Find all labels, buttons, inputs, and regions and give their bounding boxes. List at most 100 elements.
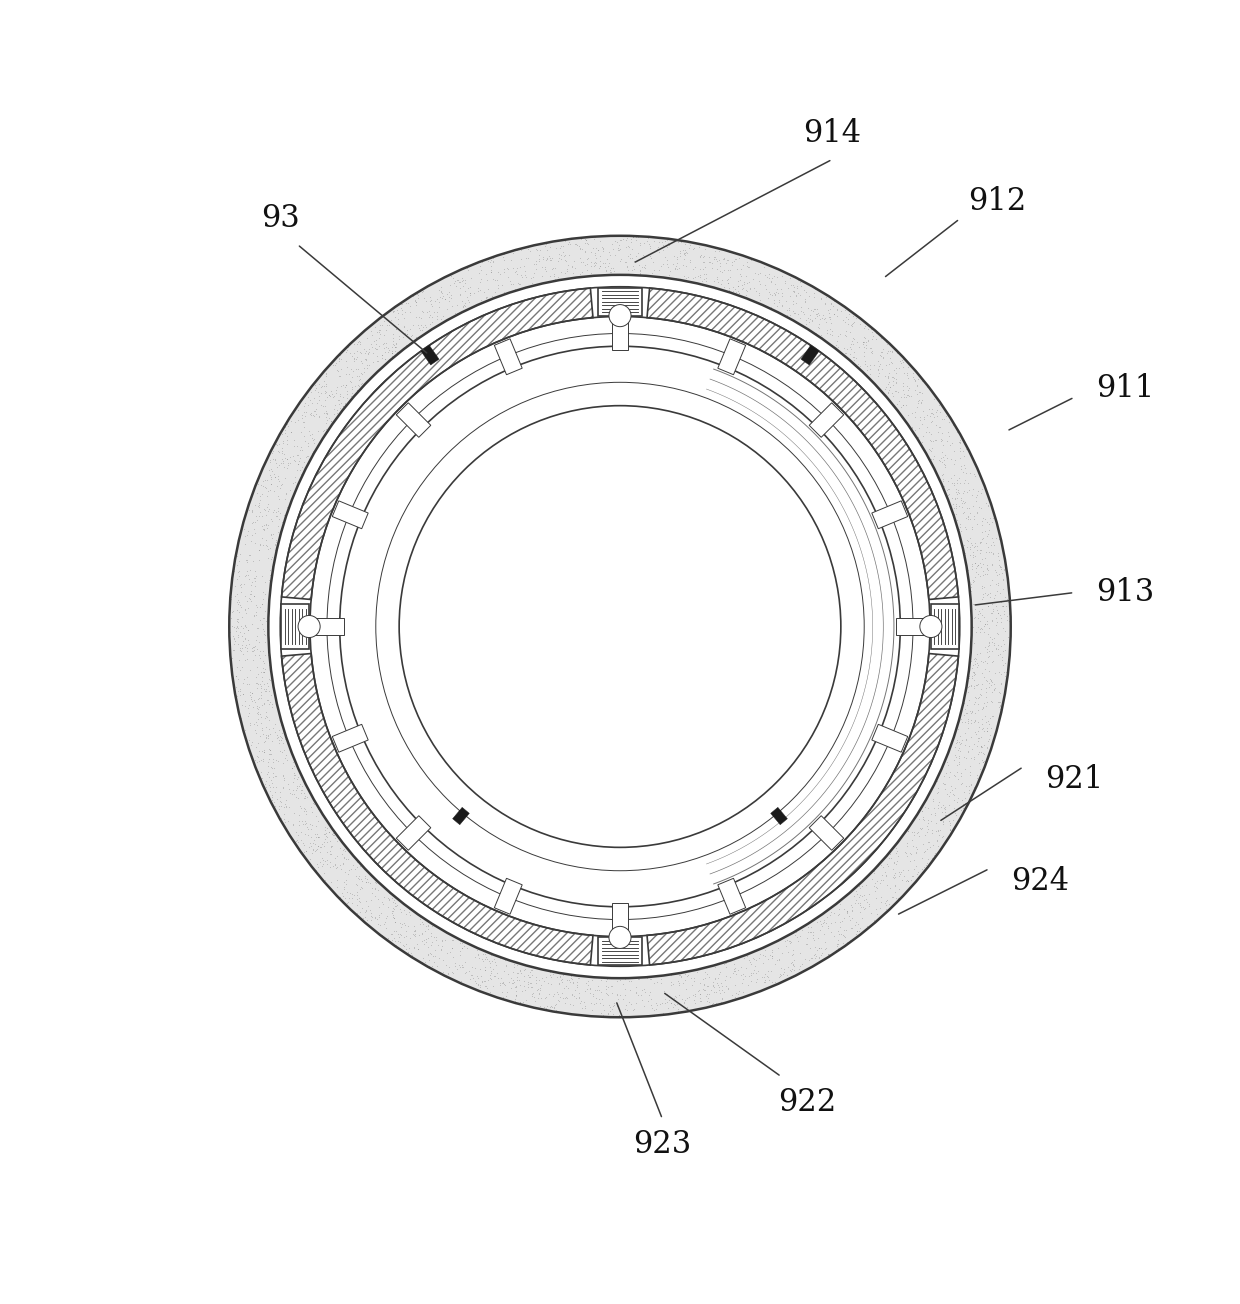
Point (242, 638, 262, 659)
Point (455, 952, 475, 973)
Point (901, 419, 921, 439)
Point (228, 634, 248, 655)
Point (988, 704, 1008, 725)
Point (970, 752, 990, 773)
Point (241, 588, 260, 609)
Point (801, 922, 821, 943)
Point (429, 279, 449, 300)
Point (575, 254, 595, 275)
Point (950, 432, 970, 452)
Point (247, 677, 267, 698)
Point (268, 726, 288, 747)
Point (763, 945, 782, 966)
Point (957, 695, 977, 716)
Point (480, 982, 500, 1003)
Point (697, 975, 717, 996)
Point (269, 441, 289, 462)
Point (422, 932, 441, 953)
Point (371, 314, 391, 335)
Point (972, 662, 992, 683)
Point (883, 374, 903, 395)
Point (242, 640, 262, 661)
Point (983, 587, 1003, 608)
Point (978, 592, 998, 613)
Point (439, 291, 459, 312)
Point (982, 570, 1002, 591)
Point (994, 601, 1014, 622)
Point (904, 872, 924, 893)
Point (965, 712, 985, 733)
Point (934, 476, 954, 497)
Point (971, 497, 991, 518)
Point (804, 300, 823, 321)
Point (329, 390, 348, 411)
Point (326, 845, 346, 866)
Point (348, 359, 368, 379)
Point (901, 829, 921, 850)
Point (331, 376, 351, 396)
Point (273, 433, 293, 454)
Polygon shape (872, 501, 908, 528)
Point (980, 713, 999, 734)
Point (968, 730, 988, 751)
Point (945, 798, 965, 819)
Point (961, 537, 981, 558)
Point (577, 249, 596, 270)
Point (827, 299, 847, 319)
Point (539, 245, 559, 266)
Point (299, 433, 319, 454)
Point (914, 400, 934, 421)
Point (646, 992, 666, 1013)
Point (367, 339, 387, 360)
Point (482, 269, 502, 289)
Point (728, 985, 748, 1005)
Point (765, 953, 785, 974)
Point (885, 862, 905, 883)
Point (444, 267, 464, 288)
Point (511, 265, 531, 286)
Point (847, 884, 867, 905)
Point (952, 789, 972, 810)
Point (432, 940, 451, 961)
Point (252, 750, 272, 771)
Point (771, 964, 791, 985)
Point (967, 556, 987, 576)
Point (229, 638, 249, 659)
Point (415, 931, 435, 952)
Point (782, 958, 802, 979)
Point (291, 829, 311, 850)
Point (931, 447, 951, 468)
Point (898, 871, 918, 892)
Point (729, 283, 749, 304)
Point (675, 990, 694, 1011)
Point (970, 552, 990, 572)
Point (598, 968, 618, 988)
Point (606, 995, 626, 1016)
Point (567, 977, 587, 998)
Polygon shape (718, 879, 745, 914)
Point (661, 994, 681, 1015)
Point (723, 276, 743, 297)
Point (343, 348, 363, 369)
Point (972, 737, 992, 758)
Point (805, 948, 825, 969)
Point (265, 533, 285, 554)
Point (800, 305, 820, 326)
Point (911, 391, 931, 412)
Point (413, 301, 433, 322)
Circle shape (920, 615, 942, 638)
Point (629, 969, 649, 990)
Point (878, 374, 898, 395)
Point (947, 739, 967, 760)
Point (988, 572, 1008, 593)
Point (832, 910, 852, 931)
Point (709, 977, 729, 998)
Point (758, 288, 777, 309)
Point (299, 420, 319, 441)
Point (863, 325, 883, 346)
Point (454, 935, 474, 956)
Point (242, 745, 262, 765)
Point (477, 978, 497, 999)
Point (531, 988, 551, 1009)
Point (962, 447, 982, 468)
